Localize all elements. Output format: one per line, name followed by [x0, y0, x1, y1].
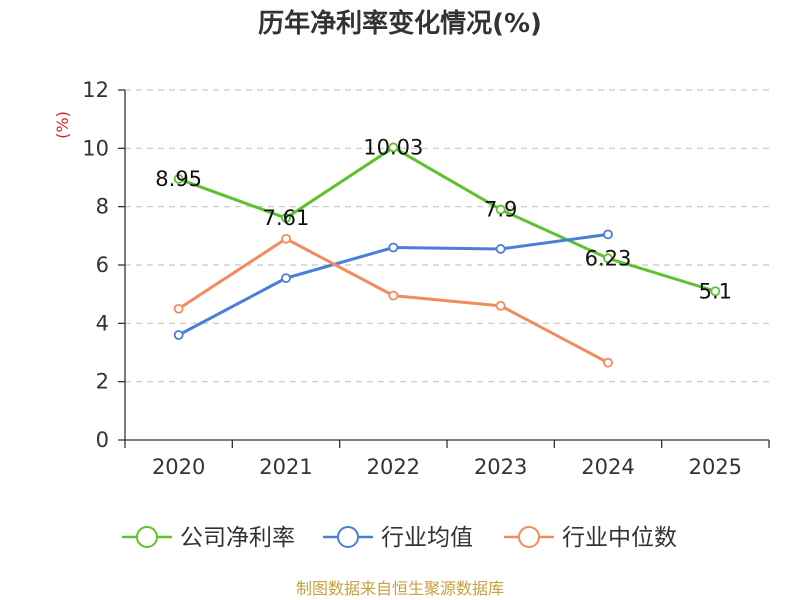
legend-item[interactable]: 公司净利率	[122, 525, 295, 551]
y-tick-label: 8	[96, 195, 109, 219]
data-point	[495, 300, 506, 311]
y-tick-label: 4	[96, 311, 109, 335]
x-tick-label: 2020	[152, 455, 205, 479]
y-tick-label: 0	[96, 428, 109, 452]
data-point	[281, 233, 291, 244]
data-label: 7.61	[263, 206, 310, 230]
series-line	[178, 145, 716, 293]
legend-marker	[136, 526, 158, 548]
y-tick-label: 12	[82, 78, 109, 102]
chart-title: 历年净利率变化情况(%)	[258, 8, 542, 39]
x-tick-label: 2021	[259, 455, 312, 479]
x-tick-label: 2025	[689, 455, 742, 479]
y-axis-label: (%)	[53, 111, 72, 139]
data-point	[281, 213, 291, 223]
data-point	[281, 273, 291, 284]
data-point	[710, 286, 721, 297]
y-tick-labels: 0 2 4 6 8 10 12	[82, 78, 109, 452]
data-point	[173, 303, 184, 314]
data-label: 8.95	[155, 167, 202, 191]
data-point	[603, 229, 613, 240]
legend-marker	[518, 526, 540, 548]
x-tick-label: 2023	[474, 455, 527, 479]
legend-label: 行业中位数	[562, 525, 677, 551]
data-label: 6.23	[585, 246, 632, 270]
legend-item[interactable]: 行业中位数	[504, 525, 677, 551]
grid-lines	[125, 89, 769, 383]
data-point	[388, 290, 399, 301]
legend: 公司净利率 行业均值 行业中位数	[122, 525, 677, 551]
data-label: 5.1	[699, 279, 732, 303]
x-tick-labels: 2020 2021 2022 2023 2024 2025	[152, 455, 742, 479]
data-point	[603, 357, 613, 368]
data-point	[603, 253, 613, 264]
source-note: 制图数据来自恒生聚源数据库	[296, 579, 504, 598]
legend-item[interactable]: 行业均值	[323, 525, 473, 551]
legend-marker	[337, 526, 359, 548]
series-1	[173, 229, 613, 340]
series-layer	[173, 142, 721, 368]
y-tick-label: 10	[82, 136, 109, 160]
series-2	[173, 233, 613, 368]
x-tick-label: 2024	[581, 455, 634, 479]
data-point	[495, 204, 506, 215]
data-point	[388, 142, 399, 153]
data-point	[388, 242, 399, 253]
y-tick-label: 2	[96, 370, 109, 394]
data-label: 10.03	[363, 135, 423, 159]
legend-label: 行业均值	[381, 525, 473, 551]
y-tick-label: 6	[96, 253, 109, 277]
data-point	[173, 174, 184, 184]
data-labels: 8.95 7.61 10.03 7.9 6.23 5.1	[155, 135, 732, 303]
data-point	[495, 244, 506, 254]
legend-label: 公司净利率	[180, 525, 295, 551]
series-0	[173, 142, 721, 297]
x-tick-label: 2022	[367, 455, 420, 479]
data-point	[173, 330, 184, 340]
axes	[118, 89, 770, 448]
data-label: 7.9	[484, 198, 517, 222]
